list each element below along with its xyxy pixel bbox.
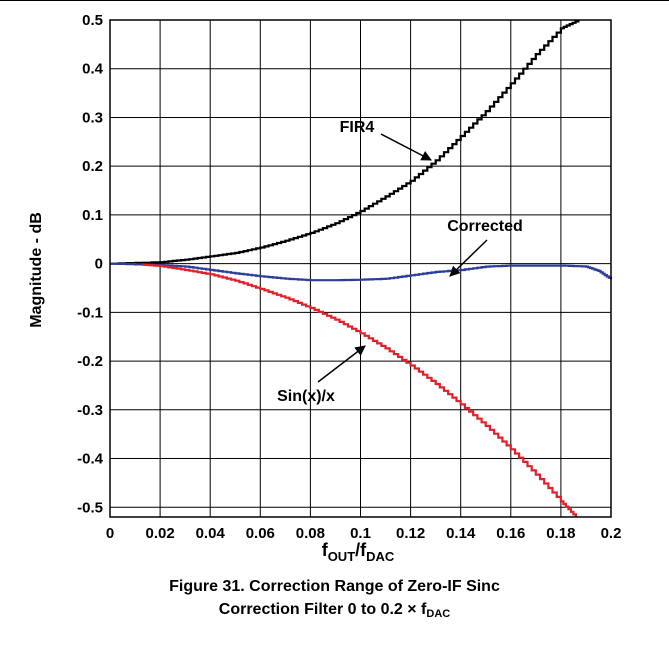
series-line-corrected: [110, 262, 613, 282]
x-tick-label: 0.04: [196, 525, 226, 542]
chart: 0 0.02 0.04 0.06 0.08 0.1 0.12 0.14 0.16 0.18 0.2 …: [28, 12, 622, 564]
y-tick-label: -0.1: [77, 304, 103, 321]
x-tick-label: 0.08: [296, 525, 325, 542]
y-tick-label: -0.2: [77, 353, 103, 370]
series-layer: [110, 20, 613, 517]
x-axis-title-sub2: DAC: [366, 549, 395, 564]
x-axis-title: fOUT/fDAC: [322, 540, 395, 564]
figure-caption-line2: Correction Filter 0 to 0.2 × fDAC: [0, 601, 669, 620]
y-tick-label: 0.5: [82, 12, 103, 29]
y-axis-title: Magnitude - dB: [28, 212, 45, 328]
y-tick-label: -0.3: [77, 402, 103, 419]
annotations: FIR4 Corrected Sin(x)/x: [277, 119, 523, 405]
y-tick-label: 0.2: [82, 158, 103, 175]
x-axis-title-sep: /f: [355, 540, 367, 560]
y-tick-label: 0: [95, 256, 103, 273]
figure-caption-line1: Figure 31. Correction Range of Zero-IF S…: [169, 578, 500, 595]
annotation-arrow-fir4: [380, 133, 432, 161]
x-tick-label: 0.14: [446, 525, 476, 542]
y-tick-label: -0.4: [77, 451, 104, 468]
annotation-arrow-corrected: [449, 239, 488, 277]
y-tick-label: 0.3: [82, 109, 103, 126]
x-tick-label: 0: [106, 525, 114, 542]
x-tick-label: 0.1: [350, 525, 371, 542]
annotation-arrow-sin-x-x: [317, 345, 366, 383]
y-tick-label: -0.5: [77, 499, 103, 516]
y-tick-label: 0.1: [82, 207, 103, 224]
x-tick-label: 0.12: [396, 525, 425, 542]
x-tick-labels: 0 0.02 0.04 0.06 0.08 0.1 0.12 0.14 0.16 0.18 0.2: [106, 525, 622, 542]
series-line-sin-x-x: [142, 263, 577, 517]
x-tick-label: 0.18: [546, 525, 575, 542]
x-axis-title-main: f: [322, 540, 329, 560]
annotation-label-fir4: FIR4: [340, 119, 375, 136]
annotation-label-sin-x-x: Sin(x)/x: [277, 388, 335, 405]
top-rule: [0, 0, 669, 1]
plot-frame: [109, 19, 612, 518]
figure-caption-line2-sub: DAC: [426, 608, 451, 620]
x-tick-label: 0.16: [496, 525, 525, 542]
x-tick-label: 0.02: [145, 525, 174, 542]
figure-caption-line2-text: Correction Filter 0 to 0.2 × f: [218, 601, 427, 618]
y-tick-labels: 0.5 0.4 0.3 0.2 0.1 0 -0.1 -0.2 -0.3 -0.4 -0.5: [77, 12, 104, 516]
y-tick-label: 0.4: [82, 61, 104, 78]
annotation-label-corrected: Corrected: [447, 218, 523, 235]
x-axis-title-sub1: OUT: [328, 549, 356, 564]
x-tick-label: 0.2: [601, 525, 622, 542]
x-tick-label: 0.06: [246, 525, 275, 542]
series-line-fir4: [110, 20, 580, 265]
